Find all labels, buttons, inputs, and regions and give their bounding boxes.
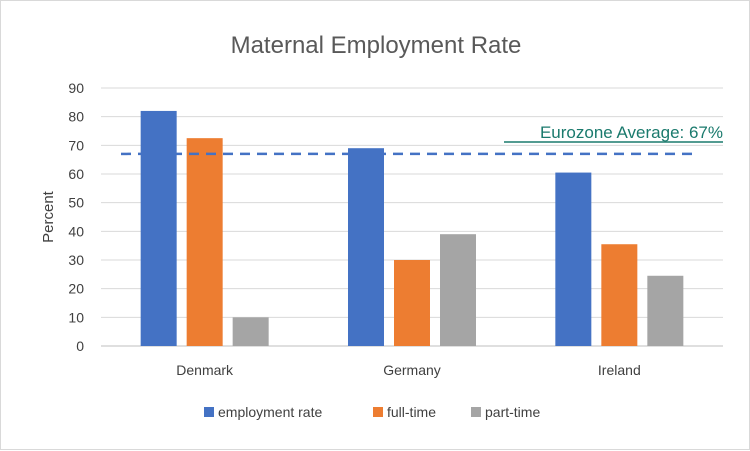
bar-germany-employment-rate bbox=[348, 148, 384, 346]
y-tick-label: 20 bbox=[68, 281, 84, 297]
y-tick-label: 40 bbox=[68, 223, 84, 239]
legend-label: part-time bbox=[485, 404, 540, 420]
y-tick-label: 0 bbox=[76, 338, 84, 354]
y-axis-label: Percent bbox=[40, 190, 57, 243]
reference-line-group: Eurozone Average: 67% bbox=[121, 123, 723, 156]
legend-swatch bbox=[471, 407, 481, 417]
legend-swatch bbox=[373, 407, 383, 417]
x-axis-categories: Denmark Germany Ireland bbox=[176, 362, 640, 378]
legend: employment rate full-time part-time bbox=[204, 404, 540, 420]
y-tick-label: 10 bbox=[68, 309, 84, 325]
bar-denmark-employment-rate bbox=[140, 110, 177, 346]
eurozone-average-label: Eurozone Average: 67% bbox=[540, 123, 723, 142]
x-category-label: Ireland bbox=[598, 362, 641, 378]
y-tick-label: 80 bbox=[68, 109, 84, 125]
y-tick-label: 30 bbox=[68, 252, 84, 268]
legend-swatch bbox=[204, 407, 214, 417]
bar-ireland-full-time bbox=[601, 244, 638, 346]
bars bbox=[140, 110, 684, 346]
y-tick-label: 90 bbox=[68, 80, 84, 96]
bar-ireland-part-time bbox=[647, 275, 684, 346]
bar-denmark-part-time bbox=[232, 317, 269, 346]
bar-germany-part-time bbox=[440, 234, 476, 346]
y-axis-ticks: 0 10 20 30 40 50 60 70 80 90 bbox=[68, 80, 84, 354]
chart-title: Maternal Employment Rate bbox=[231, 32, 522, 59]
x-category-label: Denmark bbox=[176, 362, 234, 378]
bar-denmark-full-time bbox=[186, 138, 223, 346]
y-tick-label: 70 bbox=[68, 137, 84, 153]
y-tick-label: 60 bbox=[68, 166, 84, 182]
x-category-label: Germany bbox=[383, 362, 441, 378]
legend-label: employment rate bbox=[218, 404, 322, 420]
y-tick-label: 50 bbox=[68, 195, 84, 211]
bar-germany-full-time bbox=[394, 260, 430, 346]
legend-label: full-time bbox=[387, 404, 436, 420]
bar-ireland-employment-rate bbox=[555, 172, 592, 346]
